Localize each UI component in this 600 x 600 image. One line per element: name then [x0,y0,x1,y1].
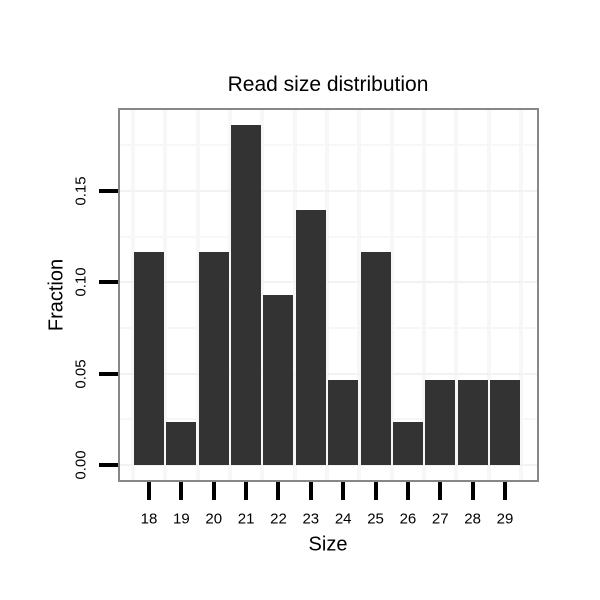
x-tick-mark [244,482,249,500]
gridline-horizontal-major [120,189,537,192]
gridline-vertical [260,110,265,480]
x-tick-mark [276,482,281,500]
gridline-vertical [486,110,491,480]
bar [231,124,262,465]
bar [360,252,391,465]
bar [166,422,197,465]
x-tick-label: 26 [399,510,417,528]
x-tick-mark [502,482,507,500]
gridline-vertical [227,110,232,480]
bar [198,252,229,465]
gridline-horizontal-minor [120,144,537,147]
y-tick-mark [99,280,118,285]
x-tick-mark [179,482,184,500]
x-tick-label: 25 [367,510,384,528]
gridline-vertical [130,110,135,480]
gridline-vertical [389,110,394,480]
y-tick-mark [99,463,118,467]
gridline-vertical [292,110,297,480]
x-tick-label: 23 [302,510,320,528]
gridline-vertical [357,110,362,480]
x-tick-label: 22 [270,510,287,528]
x-tick-mark [308,482,313,500]
x-tick-label: 19 [173,510,190,528]
y-tick-label: 0.05 [72,358,90,389]
x-tick-mark [211,482,216,500]
x-tick-mark [341,482,346,500]
bar [489,379,520,465]
y-tick-label: 0.00 [72,450,90,480]
x-tick-label: 20 [205,510,223,528]
bar [457,379,488,465]
plot-panel [118,108,539,482]
gridline-vertical [519,110,524,480]
gridline-vertical [454,110,459,480]
x-tick-mark [405,482,410,500]
x-tick-label: 29 [496,510,514,528]
x-tick-label: 27 [431,510,449,528]
bar [328,379,359,465]
gridline-vertical [324,110,329,480]
gridline-vertical [163,110,168,480]
x-axis-title: Size [308,533,348,556]
bar [295,209,326,465]
y-tick-mark [99,188,118,193]
x-tick-label: 21 [237,510,255,528]
gridline-horizontal-major [120,372,537,375]
x-tick-mark [147,482,151,500]
bar [425,379,456,465]
x-tick-mark [373,482,378,500]
x-tick-label: 18 [140,510,158,528]
gridline-horizontal-major [120,464,537,466]
chart-title: Read size distribution [227,73,429,96]
y-tick-label: 0.15 [72,176,90,206]
y-tick-label: 0.10 [72,267,90,297]
bar [263,294,294,465]
x-tick-label: 24 [334,510,352,528]
y-axis-title: Fraction [45,258,68,332]
gridline-horizontal-minor [120,235,537,238]
x-tick-mark [438,482,443,500]
y-tick-mark [99,371,118,376]
bar [392,422,423,465]
bar [134,252,164,465]
gridline-horizontal-major [120,281,537,284]
x-tick-label: 28 [464,510,481,528]
gridline-vertical [422,110,427,480]
gridline-vertical [195,110,200,480]
gridline-horizontal-minor [120,326,537,329]
x-tick-mark [470,482,475,500]
